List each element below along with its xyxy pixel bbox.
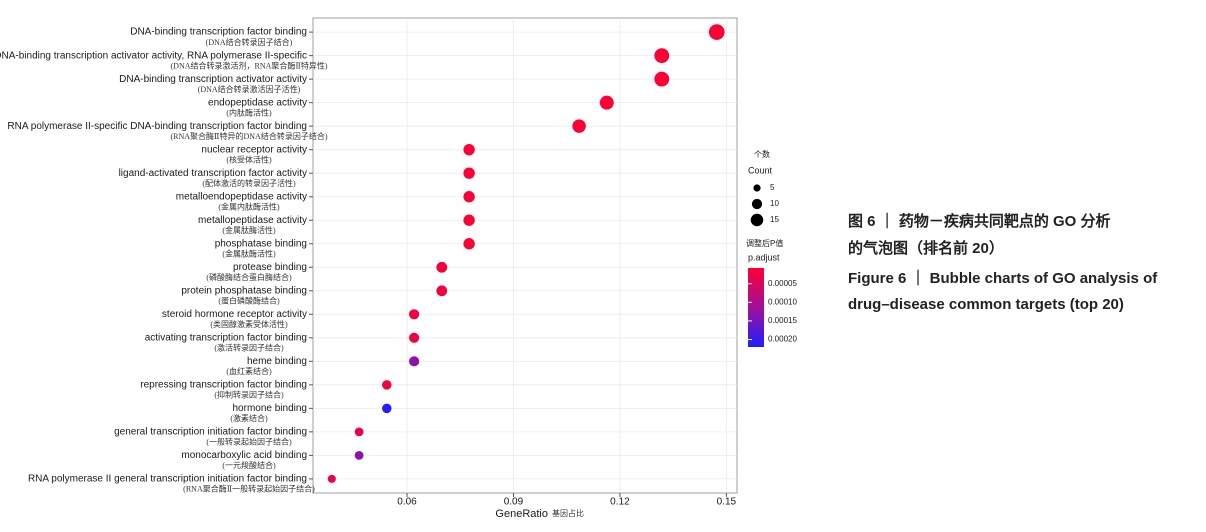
x-tick-label: 0.15 bbox=[717, 497, 737, 508]
bubble bbox=[354, 450, 364, 460]
y-tick-label: endopeptidase activity bbox=[208, 97, 307, 108]
size-legend-key bbox=[750, 213, 764, 227]
bubble bbox=[382, 403, 392, 414]
y-tick-sublabel: (一元羧酸结合) bbox=[222, 460, 276, 470]
y-tick-sublabel: (磷酸酶结合蛋白酶结合) bbox=[206, 272, 292, 282]
caption-en-2: drug–disease common targets (top 20) bbox=[848, 296, 1124, 313]
bubble bbox=[463, 143, 475, 156]
y-tick-sublabel: (金属肽酶活性) bbox=[222, 249, 276, 259]
bubble bbox=[382, 380, 392, 390]
caption-zh-1: 图 6 ｜ 药物－疾病共同靶点的 GO 分析 bbox=[848, 212, 1111, 230]
size-legend-title-sub: 个数 bbox=[754, 149, 770, 159]
plot-panel bbox=[312, 17, 738, 494]
y-tick-sublabel: (DNA结合转录激活因子活性) bbox=[198, 84, 301, 94]
size-legend-key bbox=[751, 198, 763, 210]
y-tick-sublabel: (配体激活的转录因子活性) bbox=[202, 178, 296, 188]
y-tick-label: hormone binding bbox=[233, 403, 308, 414]
y-tick-label: general transcription initiation factor … bbox=[114, 427, 307, 438]
bubble bbox=[354, 427, 364, 437]
y-tick-label: DNA-binding transcription activator acti… bbox=[119, 74, 307, 85]
y-tick-sublabel: (类固醇激素受体活性) bbox=[210, 319, 288, 329]
x-axis-title-sub: 基因占比 bbox=[552, 508, 584, 518]
size-legend-label: 10 bbox=[770, 199, 779, 208]
y-tick-sublabel: (DNA结合转录激活剂，RNA聚合酶Ⅱ特异性) bbox=[171, 60, 328, 70]
color-legend-label: 0.00010 bbox=[768, 297, 797, 306]
color-legend-label: 0.00020 bbox=[768, 335, 797, 344]
size-legend-label: 5 bbox=[770, 183, 775, 192]
bubble bbox=[654, 48, 670, 64]
y-tick-sublabel: (DNA结合转录因子结合) bbox=[206, 37, 293, 47]
y-tick-label: DNA-binding transcription factor binding bbox=[130, 27, 307, 38]
bubble bbox=[463, 214, 475, 226]
y-tick-sublabel: (内肽酶活性) bbox=[226, 107, 272, 117]
bubble bbox=[463, 238, 475, 250]
y-tick-sublabel: (RNA聚合酶Ⅱ一般转录起始因子结合) bbox=[183, 484, 315, 494]
bubble bbox=[409, 309, 420, 320]
size-legend-title: Count bbox=[748, 165, 773, 175]
color-legend-title-sub: 调整后P值 bbox=[746, 238, 783, 248]
y-tick-label: ligand-activated transcription factor ac… bbox=[119, 168, 307, 179]
y-tick-label: phosphatase binding bbox=[215, 238, 307, 249]
caption-zh-2: 的气泡图（排名前 20） bbox=[848, 239, 1004, 257]
y-tick-sublabel: (核受体活性) bbox=[226, 155, 272, 165]
color-legend-title: p.adjust bbox=[748, 252, 780, 262]
bubble bbox=[599, 95, 614, 110]
y-tick-label: monocarboxylic acid binding bbox=[181, 450, 307, 461]
y-tick-label: heme binding bbox=[247, 356, 307, 367]
size-legend-key bbox=[753, 184, 761, 192]
bubble bbox=[436, 285, 448, 297]
y-tick-sublabel: (激活转录因子结合) bbox=[214, 343, 284, 353]
color-legend-label: 0.00015 bbox=[768, 316, 797, 325]
y-tick-label: steroid hormone receptor activity bbox=[162, 309, 307, 320]
bubble bbox=[327, 474, 336, 483]
x-tick-label: 0.12 bbox=[610, 497, 630, 508]
y-tick-label: RNA polymerase II general transcription … bbox=[28, 474, 307, 485]
bubble bbox=[409, 356, 420, 367]
y-tick-label: nuclear receptor activity bbox=[201, 144, 307, 155]
size-legend-label: 15 bbox=[770, 215, 779, 224]
y-tick-label: protease binding bbox=[233, 262, 307, 273]
y-tick-sublabel: (金属肽酶活性) bbox=[222, 225, 276, 235]
y-tick-label: repressing transcription factor binding bbox=[140, 379, 307, 390]
y-tick-sublabel: (抑制转录因子结合) bbox=[214, 390, 284, 400]
color-bar bbox=[748, 268, 764, 347]
y-tick-label: protein phosphatase binding bbox=[181, 285, 307, 296]
y-tick-label: RNA polymerase II-specific DNA-binding t… bbox=[7, 121, 307, 132]
y-tick-sublabel: (RNA聚合酶Ⅱ特异的DNA结合转录因子结合) bbox=[171, 131, 328, 141]
bubble bbox=[572, 119, 586, 133]
y-tick-sublabel: (激素结合) bbox=[230, 413, 268, 423]
y-tick-sublabel: (血红素结合) bbox=[226, 366, 272, 376]
y-tick-sublabel: (一般转录起始因子结合) bbox=[206, 437, 292, 447]
bubble bbox=[436, 261, 448, 273]
bubble bbox=[463, 167, 475, 179]
x-tick-label: 0.06 bbox=[397, 497, 417, 508]
y-tick-label: metalloendopeptidase activity bbox=[176, 191, 307, 202]
y-tick-label: activating transcription factor binding bbox=[145, 332, 307, 343]
bubble bbox=[654, 71, 670, 87]
x-tick-label: 0.09 bbox=[504, 497, 524, 508]
y-tick-label: metallopeptidase activity bbox=[198, 215, 307, 226]
color-legend-label: 0.00005 bbox=[768, 279, 797, 288]
y-tick-label: DNA-binding transcription activator acti… bbox=[0, 50, 307, 61]
bubble bbox=[708, 24, 725, 40]
y-tick-sublabel: (金属内肽酶活性) bbox=[218, 202, 280, 212]
bubble bbox=[463, 191, 475, 203]
x-axis-title: GeneRatio bbox=[495, 508, 548, 520]
caption-en-1: Figure 6 ｜ Bubble charts of GO analysis … bbox=[848, 269, 1158, 287]
bubble bbox=[409, 332, 420, 343]
y-tick-sublabel: (蛋白磷酸酶结合) bbox=[218, 296, 280, 306]
